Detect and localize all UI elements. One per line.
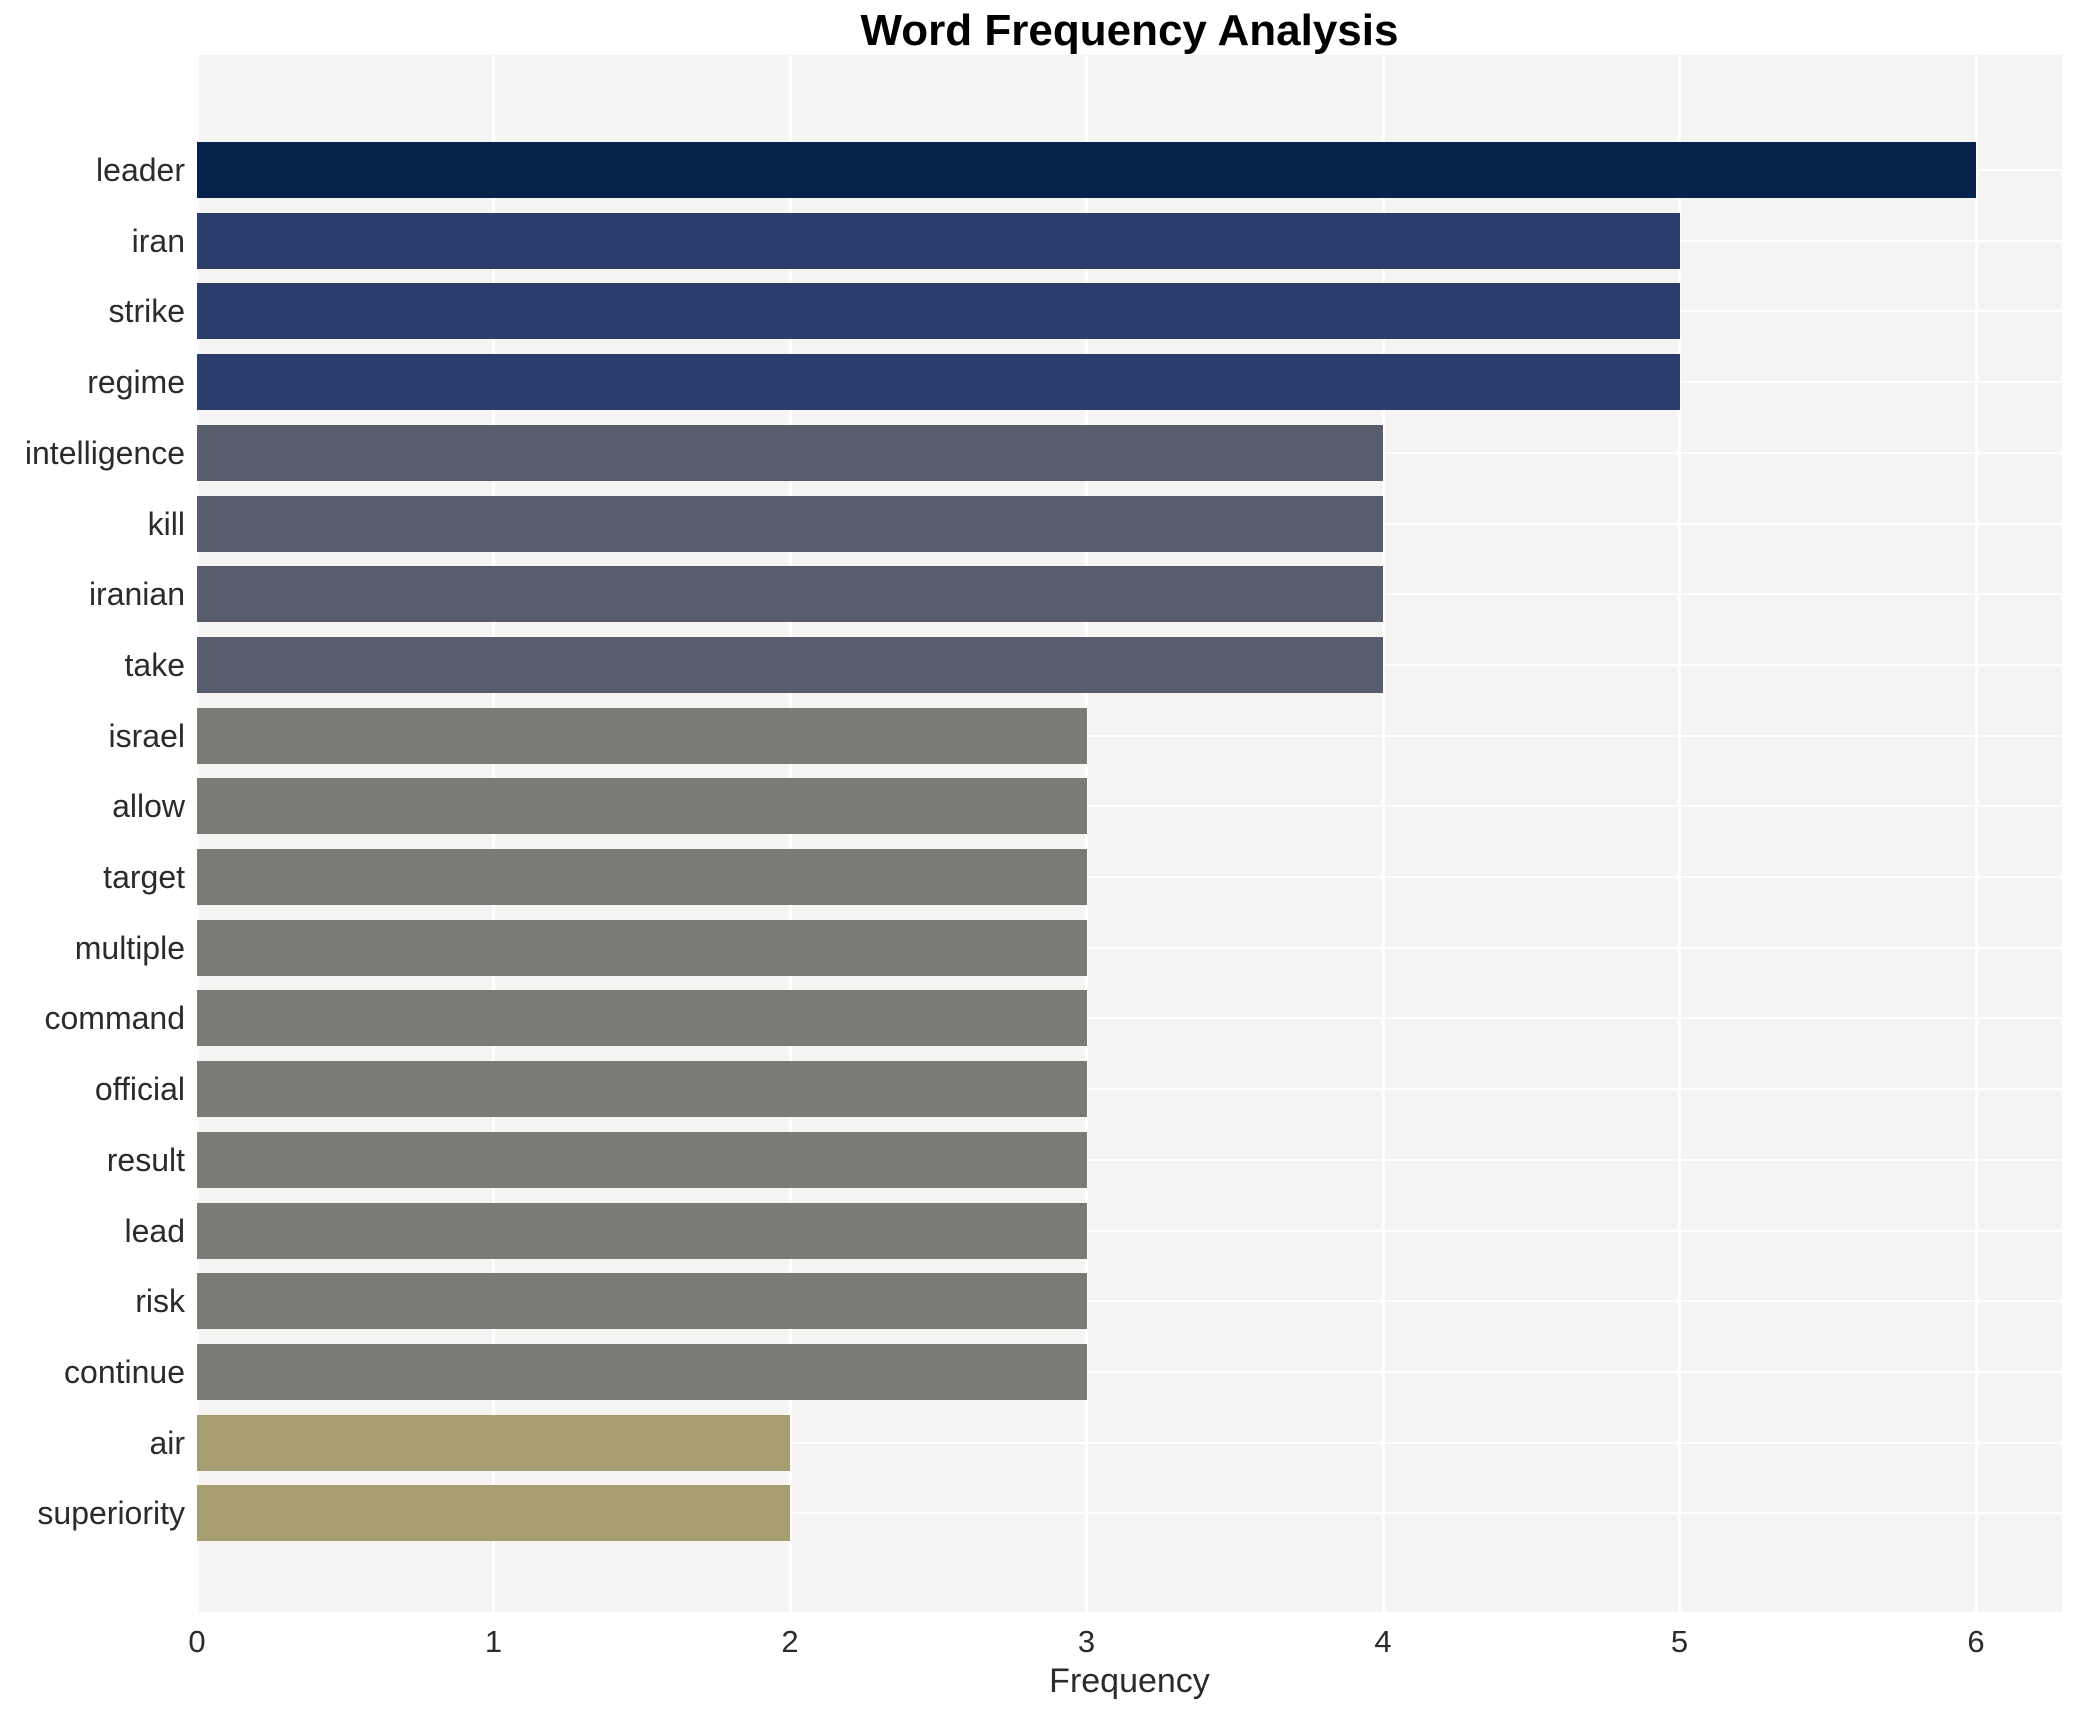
y-tick-label-iranian: iranian: [88, 576, 185, 613]
y-tick-label-leader: leader: [96, 152, 185, 188]
y-tick-label-target: target: [103, 859, 185, 895]
x-tick-label-4: 4: [1374, 1624, 1392, 1659]
bar-strike: [197, 283, 1680, 340]
bar-iranian: [197, 566, 1383, 623]
bar-take: [197, 636, 1383, 693]
y-tick-label-superiority: superiority: [37, 1495, 185, 1532]
bar-superiority: [197, 1485, 790, 1542]
bar-target: [197, 849, 1087, 905]
x-tick-label-2: 2: [781, 1624, 799, 1659]
plot-area: [195, 55, 2062, 1612]
bar-multiple: [197, 919, 1087, 976]
y-tick-label-official: official: [94, 1071, 185, 1108]
bar-risk: [197, 1273, 1087, 1330]
y-gridline: [197, 946, 2062, 949]
bar-intelligence: [197, 424, 1383, 481]
y-tick-label-result: result: [106, 1141, 185, 1178]
x-gridline: [1085, 55, 1088, 1612]
y-gridline: [197, 876, 2062, 878]
x-tick-label-1: 1: [484, 1624, 503, 1659]
bar-kill: [197, 495, 1383, 552]
y-tick-label-kill: kill: [147, 505, 185, 542]
bar-iran: [197, 212, 1680, 269]
y-gridline: [197, 1229, 2062, 1232]
y-tick-label-intelligence: intelligence: [24, 434, 185, 471]
y-tick-label-strike: strike: [108, 293, 185, 330]
x-tick-label-5: 5: [1670, 1624, 1689, 1659]
x-tick-label-3: 3: [1077, 1624, 1096, 1659]
x-axis-title: Frequency: [1049, 1662, 1210, 1700]
y-gridline: [197, 1512, 2062, 1515]
bar-regime: [197, 354, 1680, 411]
bar-lead: [197, 1202, 1087, 1259]
chart-title: Word Frequency Analysis: [860, 6, 1399, 55]
y-tick-label-regime: regime: [87, 364, 185, 401]
y-gridline: [197, 1441, 2062, 1444]
y-gridline: [197, 805, 2062, 808]
bar-continue: [197, 1343, 1087, 1400]
x-tick-label-0: 0: [188, 1624, 206, 1659]
y-tick-label-israel: israel: [108, 717, 185, 754]
y-gridline: [197, 734, 2062, 737]
x-tick-label-6: 6: [1967, 1624, 1985, 1659]
y-gridline: [197, 1158, 2062, 1161]
x-gridline: [1381, 55, 1385, 1612]
bar-allow: [197, 778, 1087, 835]
bar-command: [197, 990, 1087, 1047]
y-tick-label-multiple: multiple: [74, 929, 185, 966]
bar-official: [197, 1061, 1087, 1118]
y-tick-label-continue: continue: [64, 1353, 185, 1390]
x-gridline: [1974, 55, 1978, 1612]
y-tick-label-allow: allow: [112, 788, 185, 825]
bar-result: [197, 1131, 1087, 1188]
bar-israel: [197, 707, 1087, 764]
y-tick-label-risk: risk: [135, 1283, 185, 1320]
y-tick-label-iran: iran: [131, 222, 185, 259]
y-gridline: [197, 1017, 2062, 1020]
bar-leader: [197, 142, 1976, 198]
y-gridline: [197, 1370, 2062, 1373]
y-gridline: [197, 1300, 2062, 1303]
y-tick-label-air: air: [149, 1424, 185, 1461]
y-tick-label-command: command: [44, 1000, 186, 1037]
y-tick-label-take: take: [124, 646, 185, 683]
y-tick-label-lead: lead: [124, 1212, 186, 1249]
x-gridline: [1678, 55, 1681, 1612]
y-gridline: [197, 1088, 2062, 1091]
bar-air: [197, 1414, 790, 1471]
